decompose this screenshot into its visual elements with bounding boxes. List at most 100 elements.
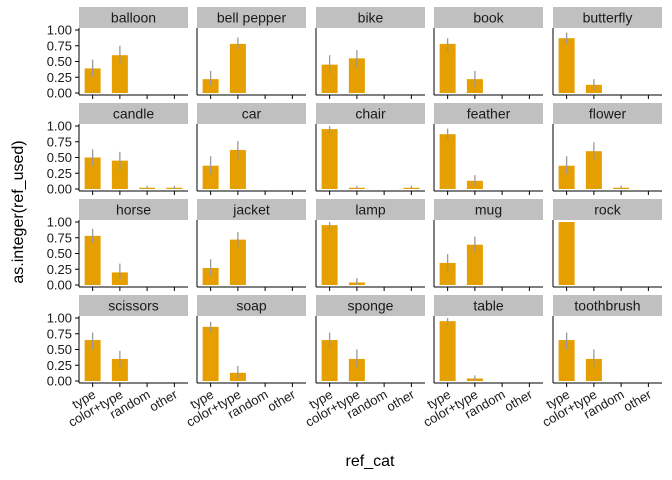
facet-strip — [316, 7, 425, 28]
facet-panel: lamp — [315, 199, 425, 291]
facet-strip-label: flower — [589, 106, 627, 122]
facet-strip-label: rock — [594, 202, 621, 218]
bar — [84, 157, 101, 189]
bar — [466, 244, 483, 285]
facet-strip-label: candle — [113, 106, 154, 122]
facet-strip-label: jacket — [232, 202, 270, 218]
facet-strip — [553, 103, 662, 124]
bar — [111, 358, 128, 381]
y-tick-label: 0.25 — [47, 166, 72, 181]
y-tick-label: 1.00 — [47, 215, 72, 230]
bar — [439, 134, 456, 189]
facet-panel: jacket — [196, 199, 306, 291]
x-tick-label: other — [502, 386, 536, 414]
bar — [585, 151, 602, 189]
facet-strip — [197, 199, 306, 220]
facet-strip — [434, 199, 543, 220]
facet-strip — [316, 199, 425, 220]
y-axis-title: as.integer(ref_used) — [10, 140, 27, 283]
bar — [84, 340, 101, 381]
y-tick-label: 0.50 — [47, 54, 72, 69]
y-tick-label: 0.50 — [47, 150, 72, 165]
bar — [348, 58, 365, 93]
y-tick-label: 0.75 — [47, 38, 72, 53]
facet-strip-label: chair — [355, 106, 386, 122]
facet-panel: rock — [552, 199, 662, 291]
facet-panel: feather — [433, 103, 543, 195]
bar — [321, 64, 338, 93]
bar — [229, 239, 246, 285]
facet-panel: bell pepper — [196, 7, 306, 99]
facet-strip — [197, 295, 306, 316]
x-tick-label: other — [265, 386, 299, 414]
facet-panel: scissors 0.000.250.500.751.00 — [47, 295, 188, 389]
facet-strip-label: feather — [467, 106, 511, 122]
y-tick-label: 1.00 — [47, 23, 72, 38]
facet-panel: horse 0.000.250.500.751.00 — [47, 199, 188, 293]
facet-panel: car — [196, 103, 306, 195]
bar — [229, 149, 246, 189]
x-axis-title: ref_cat — [346, 453, 395, 470]
y-tick-label: 0.75 — [47, 230, 72, 245]
facet-strip-label: scissors — [108, 298, 159, 314]
facet-panel: chair — [315, 103, 425, 195]
facet-strip-label: lamp — [355, 202, 386, 218]
facet-strip — [79, 7, 188, 28]
bar — [439, 43, 456, 93]
facet-strip — [79, 103, 188, 124]
bar — [321, 340, 338, 381]
facet-strip-label: book — [473, 10, 504, 26]
facet-strip — [434, 7, 543, 28]
bar — [558, 340, 575, 381]
facet-strip — [79, 199, 188, 220]
facet-panel: toothbrush — [552, 295, 662, 387]
bar — [202, 267, 219, 285]
y-tick-label: 0.50 — [47, 342, 72, 357]
facet-panel: bike — [315, 7, 425, 99]
y-tick-label: 0.25 — [47, 358, 72, 373]
y-tick-label: 1.00 — [47, 311, 72, 326]
facet-panel: flower — [552, 103, 662, 195]
facet-strip — [79, 295, 188, 316]
facet-panel: table — [433, 295, 543, 387]
facet-strip-label: bike — [358, 10, 384, 26]
facet-strip — [197, 103, 306, 124]
bar — [202, 326, 219, 381]
y-tick-label: 0.00 — [47, 278, 72, 293]
facet-strip-label: horse — [116, 202, 151, 218]
y-tick-label: 0.75 — [47, 134, 72, 149]
facet-strip-label: bell pepper — [217, 10, 287, 26]
bar — [202, 165, 219, 189]
bar — [558, 38, 575, 93]
y-tick-label: 0.00 — [47, 182, 72, 197]
bar — [558, 165, 575, 189]
bar — [84, 235, 101, 285]
x-tick-label: other — [147, 386, 181, 414]
facet-strip-label: butterfly — [583, 10, 633, 26]
y-tick-label: 0.25 — [47, 262, 72, 277]
bar — [348, 358, 365, 381]
bar — [439, 262, 456, 285]
facet-panel: sponge — [315, 295, 425, 387]
facet-strip-label: toothbrush — [574, 298, 640, 314]
facet-panel: balloon 0.000.250.500.751.00 — [47, 7, 188, 101]
y-tick-label: 0.00 — [47, 86, 72, 101]
y-tick-label: 0.25 — [47, 70, 72, 85]
facet-strip — [434, 295, 543, 316]
bar — [321, 129, 338, 189]
facet-strip-label: sponge — [348, 298, 394, 314]
bar — [439, 321, 456, 381]
facet-panel: mug — [433, 199, 543, 291]
facet-panel: butterfly — [552, 7, 662, 99]
facet-strip — [553, 199, 662, 220]
facet-strip — [434, 103, 543, 124]
bar — [111, 55, 128, 93]
facet-strip-label: car — [242, 106, 262, 122]
facet-strip — [316, 103, 425, 124]
bar — [321, 225, 338, 285]
facet-strip — [553, 295, 662, 316]
y-tick-label: 0.50 — [47, 246, 72, 261]
facet-strip — [316, 295, 425, 316]
